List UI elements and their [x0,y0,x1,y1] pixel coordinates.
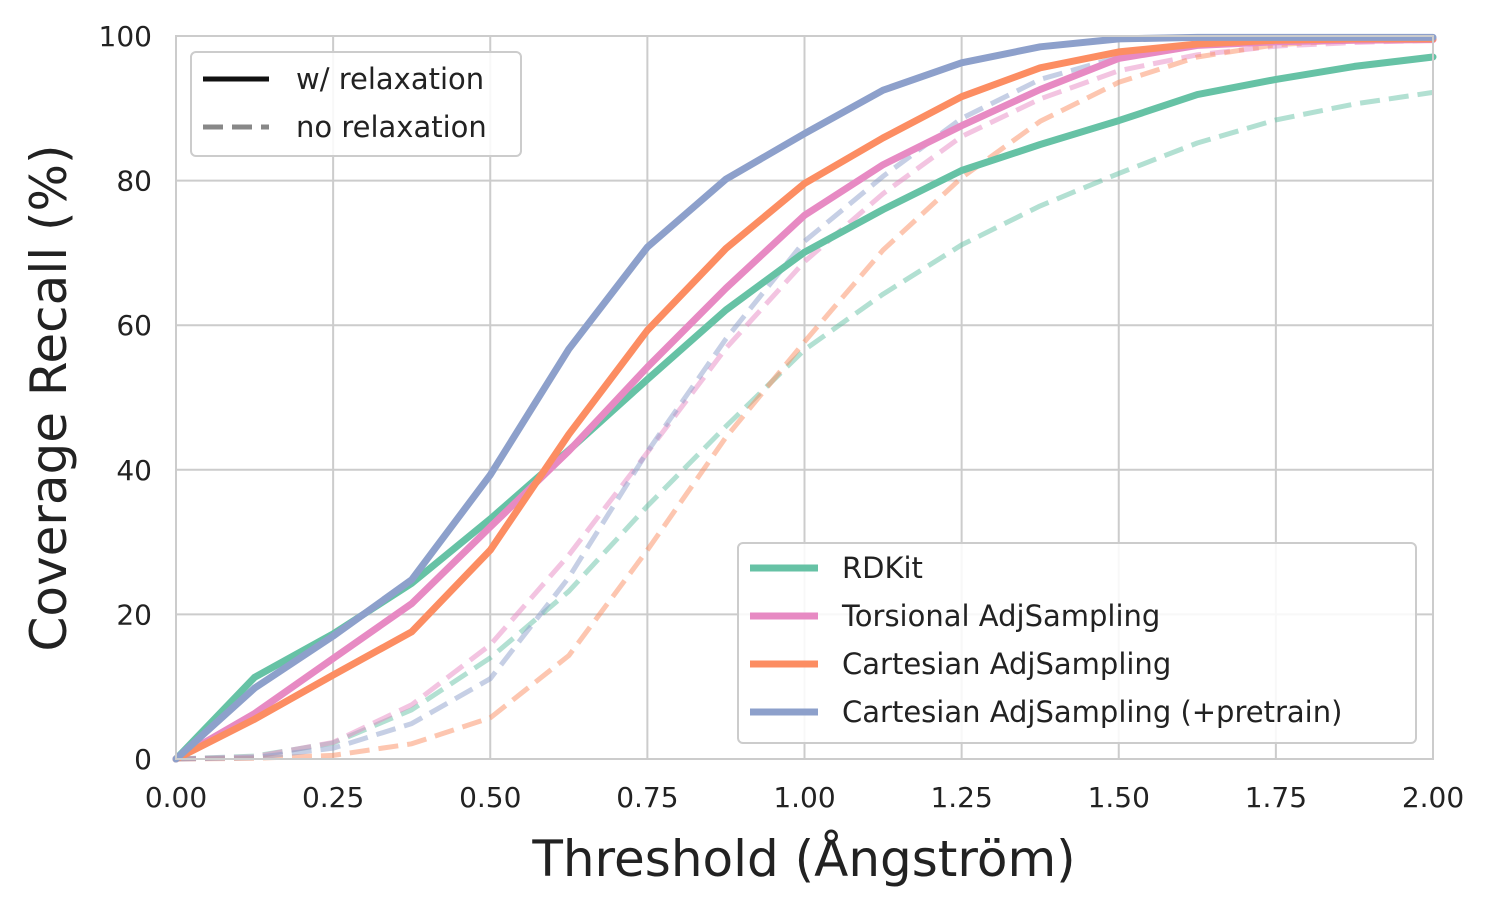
series-legend-label: RDKit [842,551,923,585]
y-tick-label: 60 [116,309,152,342]
x-tick-label: 0.50 [459,781,521,814]
x-tick-label: 2.00 [1402,781,1464,814]
tick-labels: 0.00 0.25 0.50 0.75 1.00 1.25 1.50 1.75 2.00 0 20 4… [99,20,1465,814]
y-tick-label: 80 [116,165,152,198]
x-axis-title: Threshold (Ångström) [531,830,1075,888]
relaxation-style-legend: w/ relaxation no relaxation [190,51,522,157]
series-line-torsional-adjsampling-no-relaxation [175,37,1434,762]
series-line-cartesian-adjsampling-pretrain-relaxed [172,33,1437,763]
style-legend-box [190,51,522,157]
y-tick-label: 20 [116,598,152,631]
y-tick-label: 100 [99,20,152,53]
series-line-rdkit-no-relaxation [175,89,1434,762]
x-tick-label: 0.25 [302,781,364,814]
relaxed-series-lines [172,33,1437,763]
series-legend-label: Cartesian AdjSampling [842,647,1171,681]
style-legend-label-relaxed: w/ relaxation [296,62,484,96]
x-tick-label: 0.00 [145,781,207,814]
series-legend: RDKit Torsional AdjSampling Cartesian AdjS… [737,542,1417,744]
series-legend-label: Cartesian AdjSampling (+pretrain) [842,695,1342,729]
series-legend-box [737,542,1417,744]
x-tick-label: 1.75 [1245,781,1307,814]
style-legend-label-unrelaxed: no relaxation [296,110,487,144]
plot-frame [175,35,1434,760]
y-axis-title: Coverage Recall (%) [20,144,78,651]
series-line-cartesian-adjsampling-relaxed [172,35,1437,763]
y-tick-label: 0 [134,743,152,776]
x-tick-label: 1.25 [930,781,992,814]
x-tick-label: 1.50 [1088,781,1150,814]
series-line-cartesian-adjsampling-no-relaxation [175,36,1434,762]
x-tick-label: 0.75 [616,781,678,814]
x-tick-label: 1.00 [773,781,835,814]
series-legend-label: Torsional AdjSampling [841,599,1160,633]
y-tick-label: 40 [116,454,152,487]
